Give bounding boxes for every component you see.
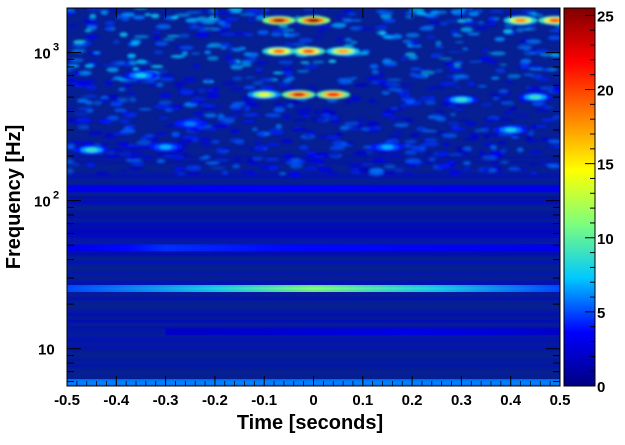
- energy-blob: [538, 15, 560, 25]
- energy-blob: [326, 46, 361, 56]
- energy-blob: [261, 15, 296, 25]
- energy-blob: [247, 90, 282, 100]
- energy-blob: [444, 95, 479, 105]
- x-axis-title: Time [seconds]: [237, 412, 383, 434]
- energy-blob: [261, 46, 296, 56]
- x-tick-label: 0.1: [352, 392, 373, 409]
- plot-area: [67, 8, 560, 386]
- y-tick-exponent: 3: [53, 42, 59, 54]
- colorbar-ticks: 0 5 10 15 20 25: [585, 8, 614, 396]
- x-tick-label: -0.5: [54, 392, 80, 409]
- colorbar-tick-label: 20: [597, 83, 614, 100]
- x-tick-label: 0.4: [500, 392, 522, 409]
- colorbar-gradient: [563, 7, 596, 387]
- x-tick-label: -0.2: [202, 392, 228, 409]
- energy-blob: [518, 92, 553, 102]
- x-tick-label: -0.1: [251, 392, 277, 409]
- colorbar-tick-label: 10: [597, 231, 614, 248]
- colorbar-tick-label: 5: [597, 305, 605, 322]
- x-tick-label: 0.3: [451, 392, 472, 409]
- colorbar-tick-label: 25: [597, 8, 614, 25]
- energy-blobs: [74, 15, 560, 155]
- y-tick-label: 10: [34, 194, 51, 211]
- energy-blob: [296, 15, 331, 25]
- y-axis-title: Frequency [Hz]: [3, 125, 25, 269]
- energy-blob: [173, 119, 208, 129]
- x-tick-label: 0.5: [550, 392, 571, 409]
- y-tick-label: 10: [34, 46, 51, 63]
- energy-blob: [503, 15, 538, 25]
- x-tick-label: -0.3: [153, 392, 179, 409]
- y-tick-exponent: 2: [53, 190, 59, 202]
- energy-blob: [148, 142, 183, 152]
- x-tick-label: 0.2: [402, 392, 423, 409]
- energy-blob: [370, 142, 405, 152]
- colorbar: 0 5 10 15 20 25: [563, 7, 614, 396]
- x-axis: -0.5 -0.4 -0.3 -0.2 -0.1 0 0.1 0.2 0.3 0.4 0.5: [54, 8, 570, 409]
- energy-blob: [123, 71, 158, 81]
- x-tick-label: -0.4: [103, 392, 130, 409]
- x-tick-label: 0: [309, 392, 317, 409]
- energy-blob: [493, 125, 528, 135]
- energy-blob: [316, 90, 351, 100]
- colorbar-tick-label: 15: [597, 157, 614, 174]
- energy-blob: [291, 46, 326, 56]
- colorbar-tick-label: 0: [597, 379, 605, 396]
- energy-blob: [74, 145, 109, 155]
- y-tick-label: 10: [38, 342, 55, 359]
- energy-blob: [281, 90, 316, 100]
